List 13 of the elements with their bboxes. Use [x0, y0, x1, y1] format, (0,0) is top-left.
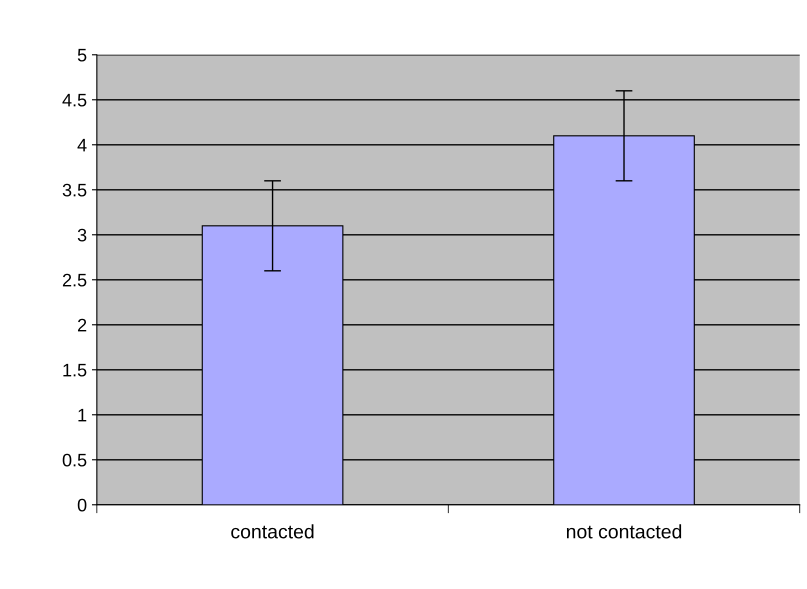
y-tick-label: 2.5: [62, 274, 86, 286]
y-tick-label: 1.5: [63, 364, 86, 376]
y-tick-label: 5: [78, 48, 86, 62]
x-tick-label: contacted: [231, 524, 314, 538]
y-tick-label: 0.5: [62, 454, 86, 466]
y-tick-label: 1: [78, 408, 86, 422]
y-tick-label: 4: [77, 138, 87, 152]
y-tick-label: 3: [78, 228, 86, 242]
y-tick-label: 0: [78, 498, 86, 512]
y-tick-label: 3.5: [62, 184, 86, 196]
x-tick-label: not contacted: [566, 524, 682, 538]
y-tick-label: 2: [78, 318, 86, 332]
y-tick-label: 4.5: [62, 94, 86, 106]
